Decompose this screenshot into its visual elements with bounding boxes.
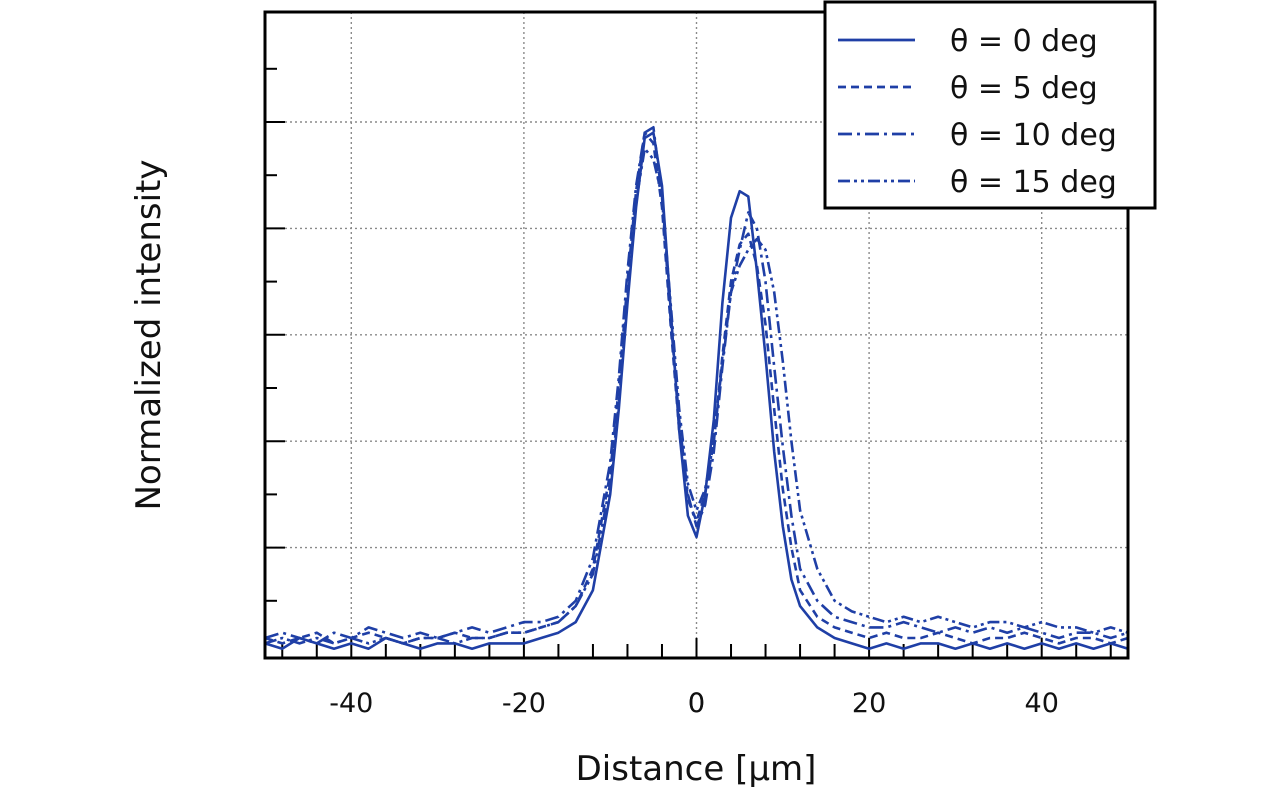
legend: θ = 0 deg θ = 5 deg θ = 10 deg θ = 15 deg: [823, 0, 1157, 210]
x-tick-label: 0: [688, 688, 705, 719]
legend-box: [823, 0, 1157, 210]
series-lines: [264, 126, 1129, 650]
series-line: [264, 131, 1129, 650]
x-tick-label: 0: [688, 688, 705, 719]
legend-label: θ = 5 deg: [950, 71, 1098, 106]
axis-ticks: [265, 67, 1112, 658]
legend-label: θ = 10 deg: [950, 118, 1117, 153]
legend-label: θ = 0 deg: [950, 24, 1098, 59]
series-line: [264, 126, 1129, 645]
x-tick-label: 40: [1025, 688, 1059, 719]
x-tick-label: -40: [329, 688, 373, 719]
series-line: [264, 147, 1129, 645]
series-line: [264, 131, 1129, 645]
y-axis-title: Normalized intensity: [129, 159, 169, 510]
x-tick-labels: -40 -20 0 20 400: [329, 688, 1059, 719]
x-tick-label: -20: [502, 688, 546, 719]
x-axis-title: Distance [µm]: [576, 749, 817, 789]
legend-label: θ = 15 deg: [950, 165, 1117, 200]
grid: [265, 12, 1128, 658]
plot-frame: [263, 10, 1130, 660]
x-tick-label: 20: [852, 688, 886, 719]
